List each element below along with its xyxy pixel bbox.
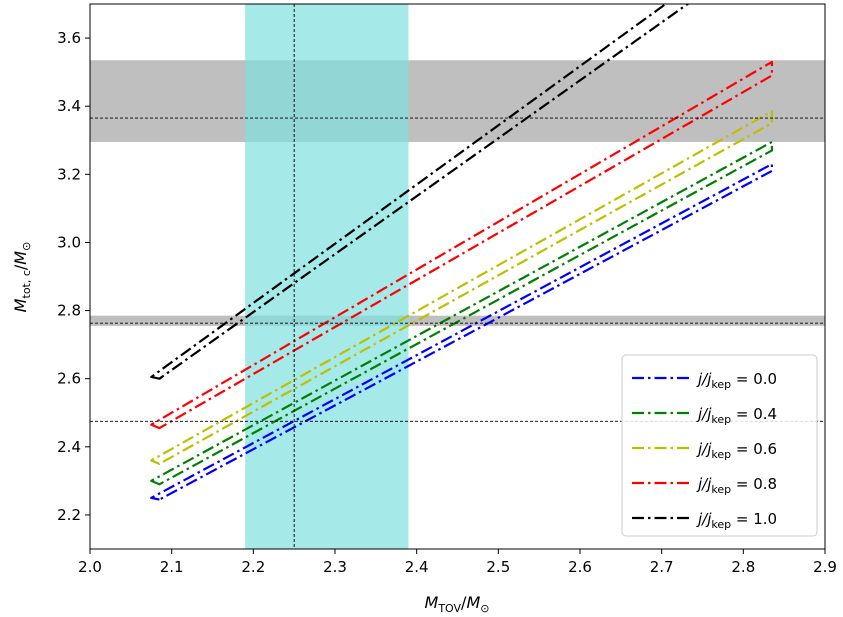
- x-tick-label: 2.8: [731, 558, 755, 576]
- x-tick-label: 2.4: [405, 558, 429, 576]
- y-tick-label: 3.4: [57, 97, 81, 115]
- x-tick-label: 2.7: [650, 558, 674, 576]
- x-axis-ticks: 2.0 2.1 2.2 2.3 2.4 2.5 2.6 2.7 2.8 2.9: [78, 549, 837, 576]
- y-tick-label: 3.0: [57, 233, 81, 251]
- y-axis-ticks: 2.2 2.4 2.6 2.8 3.0 3.2 3.4 3.6: [57, 29, 90, 524]
- legend-frame: [621, 354, 818, 537]
- x-tick-label: 2.9: [813, 558, 837, 576]
- x-tick-label: 2.2: [241, 558, 265, 576]
- legend: j/jkep = 0.0 j/jkep = 0.4 j/jkep = 0.6 j/jk…: [621, 354, 818, 537]
- y-tick-label: 2.6: [57, 370, 81, 388]
- plot-frame: [89, 3, 826, 550]
- y-tick-label: 2.2: [57, 506, 81, 524]
- x-tick-label: 2.6: [568, 558, 592, 576]
- y-tick-label: 2.4: [57, 438, 81, 456]
- legend-label-0: j/jkep = 0.0: [696, 370, 777, 391]
- x-tick-label: 2.3: [323, 558, 347, 576]
- x-axis-label: MTOV/M⊙: [425, 593, 490, 615]
- vertical-band: [245, 4, 409, 549]
- y-tick-label: 2.8: [57, 302, 81, 320]
- y-axis-label: Mtot, c/M⊙: [11, 242, 33, 313]
- series-line-4: [150, 4, 690, 380]
- y-tick-label: 3.6: [57, 29, 81, 47]
- horizontal-band-0: [90, 60, 825, 142]
- x-tick-label: 2.0: [78, 558, 102, 576]
- legend-label-3: j/jkep = 0.8: [696, 475, 777, 496]
- legend-label-1: j/jkep = 0.4: [696, 405, 777, 426]
- series-line-1: [150, 140, 774, 486]
- series-line-3: [150, 60, 774, 430]
- series-line-2: [150, 110, 774, 465]
- series-line-0: [150, 162, 774, 501]
- legend-label-4: j/jkep = 1.0: [696, 510, 777, 531]
- legend-label-2: j/jkep = 0.6: [696, 440, 777, 461]
- x-tick-label: 2.5: [486, 558, 510, 576]
- x-tick-label: 2.1: [160, 558, 184, 576]
- y-tick-label: 3.2: [57, 165, 81, 183]
- series-layer: [150, 4, 774, 501]
